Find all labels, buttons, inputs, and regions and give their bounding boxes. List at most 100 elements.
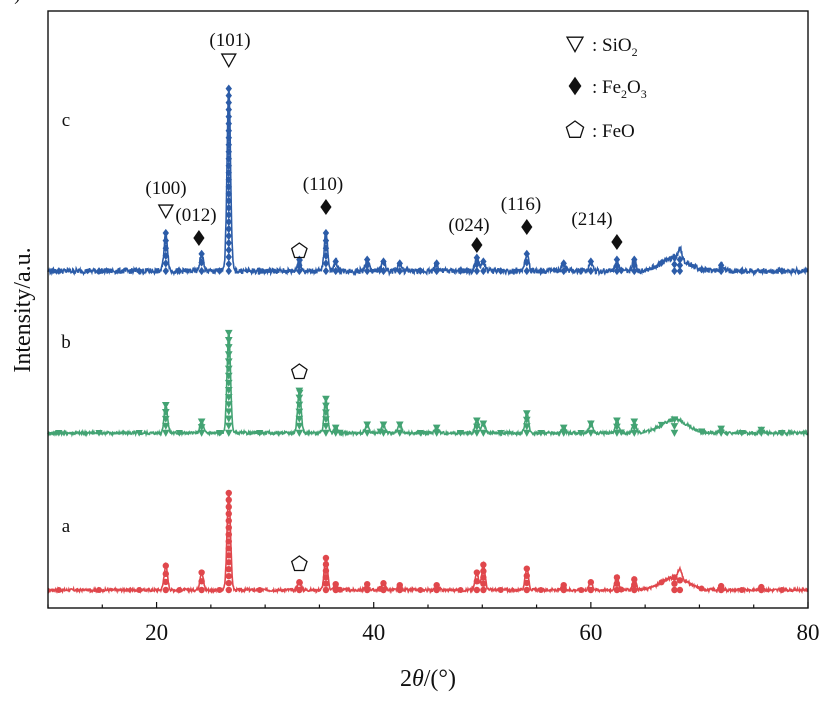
data-point-a-9 [433, 586, 440, 594]
data-point-b-12 [522, 423, 531, 431]
data-point-a-20 [758, 583, 765, 591]
data-point-b-2 [224, 408, 233, 416]
data-point-c-3 [296, 261, 303, 270]
data-point-c-2 [225, 98, 232, 107]
peak-label-1: (012) [175, 205, 216, 226]
baseline-marker-c [618, 266, 625, 275]
data-point-c-2 [225, 126, 232, 135]
data-point-c-2 [225, 266, 232, 276]
data-point-b-1 [197, 429, 206, 437]
data-point-a-2 [225, 559, 232, 566]
data-point-b-16 [630, 424, 639, 432]
baseline-marker-b [577, 430, 585, 437]
data-point-c-2 [225, 175, 232, 184]
data-point-b-18 [717, 429, 725, 437]
data-point-b-11 [479, 429, 488, 437]
data-point-c-7 [380, 266, 387, 276]
data-point-b-8 [395, 421, 404, 429]
data-point-a-2 [225, 503, 232, 511]
data-point-c-4 [322, 244, 330, 253]
data-point-c-2 [225, 210, 232, 220]
data-point-a-14 [587, 579, 595, 586]
data-point-c-5 [332, 266, 339, 276]
peak-label-5: (024) [448, 215, 489, 236]
data-point-a-2 [225, 586, 232, 594]
data-point-c-17 [671, 266, 678, 276]
data-point-b-2 [224, 365, 233, 373]
baseline-marker-c [738, 267, 745, 275]
data-point-c-1 [198, 266, 205, 276]
baseline-marker-a [337, 586, 344, 593]
data-point-b-10 [473, 429, 481, 437]
data-point-a-13 [560, 581, 567, 589]
data-point-b-4 [322, 423, 330, 431]
baseline-marker-a [377, 585, 384, 592]
baseline-marker-c [55, 267, 62, 275]
data-point-b-2 [224, 429, 233, 437]
legend-symbol-1 [568, 76, 582, 96]
data-point-b-7 [379, 421, 388, 429]
data-point-a-3 [296, 586, 303, 594]
baseline-marker-b [296, 389, 304, 397]
data-point-b-2 [224, 379, 233, 387]
peak-symbol-1 [193, 229, 205, 247]
data-point-a-16 [631, 576, 638, 583]
y-axis-label: Intensity/a.u. [10, 247, 36, 372]
legend-label-2: : FeO [592, 121, 635, 142]
baseline-marker-c [778, 267, 785, 275]
data-point-c-18 [676, 255, 684, 264]
data-point-c-4 [322, 236, 330, 245]
legend-label-0: : SiO2 [592, 35, 638, 59]
x-tick-label: 80 [797, 620, 820, 645]
data-point-b-13 [559, 429, 568, 437]
baseline-marker-b [497, 430, 505, 437]
data-point-b-2 [224, 415, 233, 423]
peak-symbol-2 [220, 53, 237, 68]
data-point-c-2 [225, 182, 232, 191]
data-point-b-3 [295, 429, 304, 437]
data-point-b-16 [630, 429, 639, 437]
data-point-c-12 [523, 258, 530, 267]
baseline-marker-a [618, 586, 625, 593]
baseline-marker-c [417, 267, 424, 275]
data-point-a-5 [332, 580, 339, 588]
data-point-a-19 [717, 582, 725, 590]
baseline-marker-c [337, 266, 344, 275]
data-point-b-17 [670, 416, 679, 424]
data-point-b-14 [587, 420, 595, 428]
data-point-a-14 [587, 586, 595, 594]
baseline-marker-b [657, 421, 666, 429]
data-point-a-8 [396, 586, 403, 594]
baseline-marker-c [698, 265, 705, 274]
data-point-a-7 [380, 580, 387, 587]
data-point-c-10 [473, 260, 481, 269]
peak-symbol-9 [290, 363, 308, 380]
baseline-marker-c [96, 267, 103, 275]
data-point-c-18 [676, 261, 684, 270]
data-point-a-1 [198, 586, 205, 594]
legend-symbol-2 [565, 120, 585, 138]
data-point-a-1 [198, 569, 205, 576]
data-point-a-4 [322, 580, 330, 587]
data-point-a-2 [225, 545, 232, 552]
data-point-c-2 [225, 84, 232, 93]
baseline-marker-c [457, 267, 464, 275]
baseline-marker-b [416, 430, 424, 437]
baseline-marker-c [658, 259, 665, 267]
legend-label-1: : Fe2O3 [592, 77, 647, 101]
x-tick-label: 60 [579, 620, 602, 645]
data-point-a-10 [473, 569, 481, 576]
data-point-c-0 [162, 236, 169, 245]
data-point-b-13 [559, 424, 568, 432]
data-point-c-4 [322, 266, 330, 276]
peak-label-8: (300) [0, 0, 21, 5]
peak-symbol-3 [290, 242, 308, 259]
data-point-a-16 [631, 586, 638, 594]
data-point-b-4 [322, 409, 330, 417]
series-a [47, 489, 808, 595]
data-point-c-11 [480, 257, 487, 266]
series-group: a b c [47, 84, 809, 595]
baseline-marker-a [578, 587, 585, 593]
data-point-b-4 [322, 429, 330, 437]
baseline-marker-a [417, 587, 424, 593]
